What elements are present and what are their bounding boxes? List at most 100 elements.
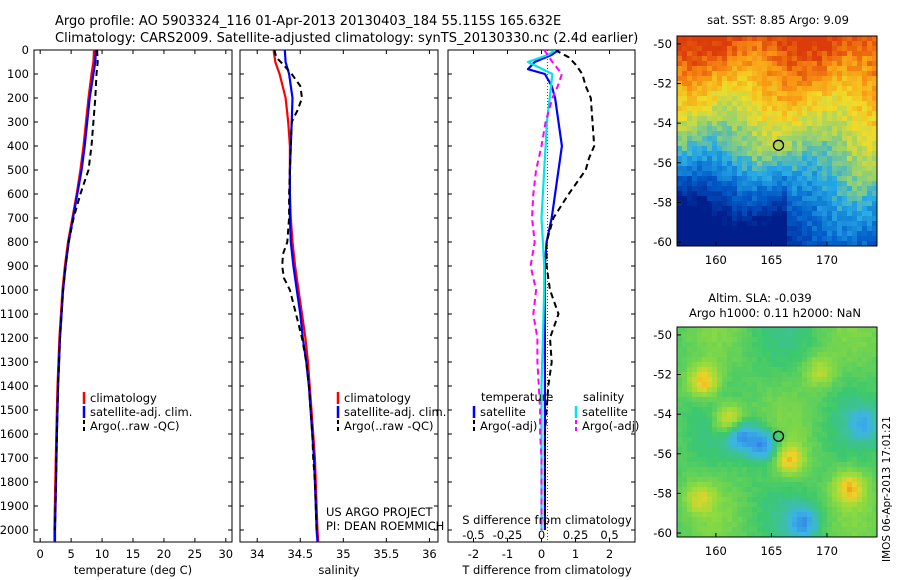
heatmap-cell	[767, 507, 773, 513]
heatmap-cell	[712, 91, 718, 97]
heatmap-cell	[787, 61, 793, 67]
heatmap-cell	[712, 512, 718, 518]
sla-map-subtitle: Argo h1000: 0.11 h2000: NaN	[689, 306, 861, 320]
heatmap-cell	[777, 66, 783, 72]
heatmap-cell	[822, 392, 828, 398]
heatmap-cell	[697, 367, 703, 373]
heatmap-cell	[777, 111, 783, 117]
heatmap-cell	[792, 36, 798, 42]
heatmap-cell	[742, 186, 748, 192]
heatmap-cell	[732, 362, 738, 368]
heatmap-cell	[862, 186, 868, 192]
heatmap-cell	[692, 166, 698, 172]
heatmap-cell	[807, 387, 813, 393]
heatmap-cell	[707, 527, 713, 533]
heatmap-cell	[752, 467, 758, 473]
heatmap-cell	[682, 111, 688, 117]
temperature-axes	[33, 49, 233, 543]
heatmap-cell	[812, 91, 818, 97]
heatmap-cell	[707, 56, 713, 62]
heatmap-cell	[727, 467, 733, 473]
heatmap-cell	[762, 392, 768, 398]
heatmap-cell	[762, 66, 768, 72]
heatmap-cell	[752, 442, 758, 448]
heatmap-cell	[722, 41, 728, 47]
heatmap-cell	[682, 382, 688, 388]
heatmap-cell	[782, 392, 788, 398]
heatmap-cell	[682, 146, 688, 152]
heatmap-cell	[727, 357, 733, 363]
heatmap-cell	[782, 477, 788, 483]
heatmap-cell	[712, 186, 718, 192]
heatmap-cell	[872, 196, 878, 202]
heatmap-cell	[807, 211, 813, 217]
heatmap-cell	[847, 151, 853, 157]
heatmap-cell	[717, 111, 723, 117]
heatmap-cell	[777, 116, 783, 122]
heatmap-cell	[812, 166, 818, 172]
heatmap-cell	[847, 121, 853, 127]
heatmap-cell	[717, 527, 723, 533]
heatmap-cell	[817, 392, 823, 398]
heatmap-cell	[832, 111, 838, 117]
heatmap-cell	[797, 156, 803, 162]
heatmap-cell	[707, 342, 713, 348]
heatmap-cell	[747, 507, 753, 513]
heatmap-cell	[702, 46, 708, 52]
heatmap-cell	[787, 472, 793, 478]
heatmap-cell	[712, 372, 718, 378]
heatmap-cell	[747, 397, 753, 403]
heatmap-cell	[677, 397, 683, 403]
heatmap-cell	[712, 382, 718, 388]
heatmap-cell	[807, 382, 813, 388]
heatmap-cell	[732, 111, 738, 117]
heatmap-cell	[702, 427, 708, 433]
heatmap-cell	[832, 327, 838, 333]
heatmap-cell	[742, 161, 748, 167]
heatmap-cell	[857, 497, 863, 503]
heatmap-cell	[852, 56, 858, 62]
heatmap-cell	[847, 216, 853, 222]
heatmap-cell	[817, 81, 823, 87]
heatmap-cell	[697, 141, 703, 147]
heatmap-cell	[717, 216, 723, 222]
heatmap-cell	[837, 407, 843, 413]
heatmap-cell	[702, 146, 708, 152]
heatmap-cell	[787, 482, 793, 488]
heatmap-cell	[697, 216, 703, 222]
heatmap-cell	[687, 482, 693, 488]
heatmap-cell	[717, 86, 723, 92]
heatmap-cell	[802, 181, 808, 187]
heatmap-cell	[777, 61, 783, 67]
heatmap-cell	[717, 226, 723, 232]
heatmap-cell	[677, 226, 683, 232]
heatmap-cell	[827, 191, 833, 197]
heatmap-cell	[862, 487, 868, 493]
heatmap-cell	[857, 171, 863, 177]
heatmap-cell	[787, 462, 793, 468]
heatmap-cell	[837, 362, 843, 368]
heatmap-cell	[772, 517, 778, 523]
heatmap-cell	[842, 66, 848, 72]
heatmap-cell	[677, 522, 683, 528]
heatmap-cell	[722, 221, 728, 227]
heatmap-cell	[752, 221, 758, 227]
heatmap-cell	[697, 191, 703, 197]
heatmap-cell	[867, 181, 873, 187]
heatmap-cell	[857, 121, 863, 127]
heatmap-cell	[772, 111, 778, 117]
heatmap-cell	[727, 327, 733, 333]
heatmap-cell	[792, 417, 798, 423]
heatmap-cell	[807, 141, 813, 147]
heatmap-cell	[862, 121, 868, 127]
heatmap-cell	[717, 532, 723, 538]
heatmap-cell	[807, 221, 813, 227]
heatmap-cell	[782, 136, 788, 142]
heatmap-cell	[677, 61, 683, 67]
heatmap-cell	[727, 101, 733, 107]
heatmap-cell	[772, 482, 778, 488]
heatmap-cell	[767, 427, 773, 433]
heatmap-cell	[827, 71, 833, 77]
depth-tick-label: 500	[7, 163, 29, 177]
heatmap-cell	[717, 66, 723, 72]
